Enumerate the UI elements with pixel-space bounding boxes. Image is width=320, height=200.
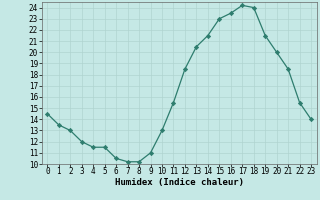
X-axis label: Humidex (Indice chaleur): Humidex (Indice chaleur) — [115, 178, 244, 187]
